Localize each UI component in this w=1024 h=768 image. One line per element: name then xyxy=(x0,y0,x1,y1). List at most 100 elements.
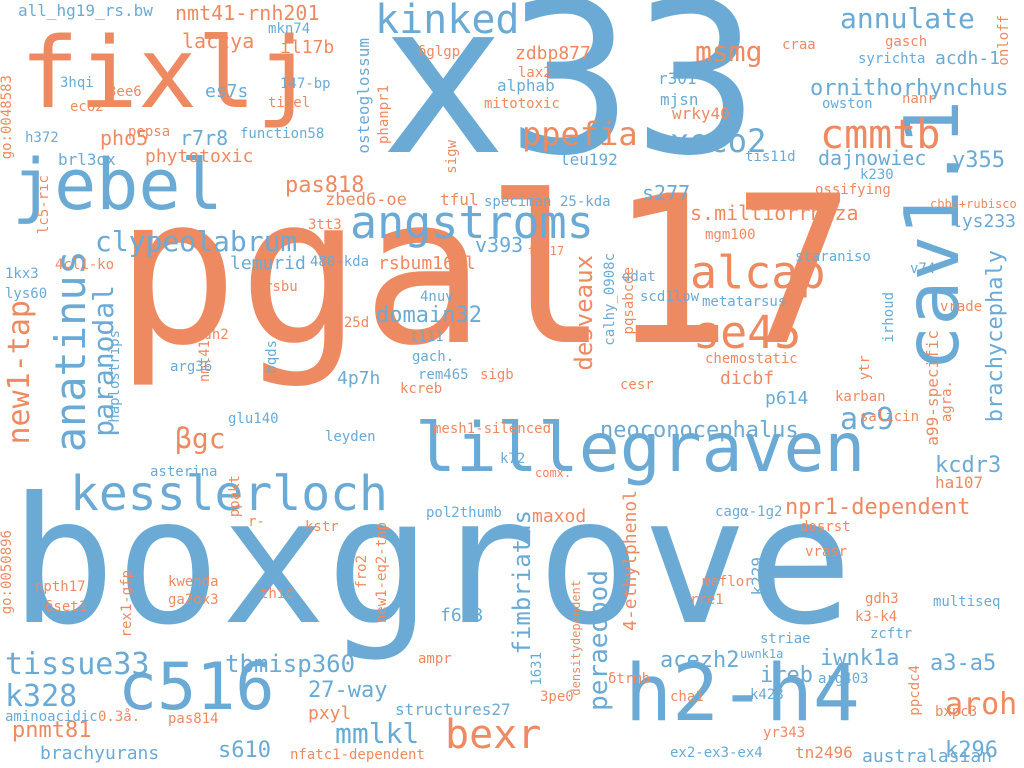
cloud-word: desveaux xyxy=(570,255,598,371)
cloud-word: npr1-dependent xyxy=(785,495,971,520)
cloud-word: zdbp877 xyxy=(515,43,591,64)
cloud-word: c516 xyxy=(118,650,275,725)
cloud-word: lys233 xyxy=(951,211,1017,232)
cloud-word: ga2ox3 xyxy=(168,592,219,608)
cloud-word: onloff xyxy=(996,15,1012,66)
cloud-word: fro2 xyxy=(354,555,370,589)
cloud-word: angstroms xyxy=(350,196,594,249)
cloud-word: phanpr1 xyxy=(376,85,392,145)
cloud-word: boxgrove xyxy=(10,461,853,664)
cloud-word: arg36 xyxy=(170,359,213,375)
cloud-word: aroh xyxy=(945,687,1018,722)
cloud-word: 3pe0 xyxy=(540,689,574,705)
cloud-word: p614 xyxy=(765,388,809,409)
cloud-word: pqsabcde xyxy=(621,267,637,335)
cloud-word: ppcdc4 xyxy=(907,665,923,716)
cloud-word: clypeolabrum xyxy=(95,225,298,258)
cloud-word: salicin xyxy=(860,409,920,425)
cloud-word: s610 xyxy=(218,738,271,763)
cloud-word: arg403 xyxy=(818,671,869,687)
cloud-word: pol2thumb xyxy=(426,505,502,521)
cloud-word: lys60 xyxy=(5,286,48,302)
cloud-word: kesslerloch xyxy=(70,466,388,522)
cloud-word: structures27 xyxy=(395,700,511,719)
cloud-word: dicbf xyxy=(720,368,775,389)
cloud-word: v393 xyxy=(475,233,524,257)
cloud-word: mjsn xyxy=(660,90,699,109)
cloud-word: r7r8 xyxy=(180,126,229,150)
cloud-word: npth17 xyxy=(35,579,86,595)
cloud-word: tissue33 xyxy=(5,647,150,682)
cloud-word: densitydependent xyxy=(569,580,583,696)
cloud-word: h372 xyxy=(25,130,59,146)
cloud-word: ha107 xyxy=(935,473,984,492)
cloud-word: dajnowiec xyxy=(818,146,927,170)
cloud-word: ddat xyxy=(622,269,656,285)
cloud-word: brachycephaly xyxy=(983,250,1008,423)
cloud-word: 4cl1-ko xyxy=(55,257,115,273)
cloud-word: kcdr3 xyxy=(935,453,1002,478)
cloud-word: a3-a5 xyxy=(930,651,997,676)
cloud-word: nmt41-rnh201 xyxy=(175,1,320,25)
cloud-word: il17b xyxy=(280,37,335,58)
cloud-word: se45 xyxy=(693,306,802,359)
cloud-word: rex1-gfp xyxy=(119,570,135,638)
cloud-word: phytotoxic xyxy=(145,146,254,167)
cloud-word: osteoglossum xyxy=(354,38,373,154)
cloud-word: uwnk1a xyxy=(740,647,784,661)
cloud-word: peraeopod xyxy=(584,570,614,711)
cloud-word: δtrmb xyxy=(608,671,651,687)
cloud-word: titel xyxy=(268,95,311,111)
cloud-word: lemurid xyxy=(230,253,306,274)
cloud-word: staraniso xyxy=(795,249,871,265)
cloud-word: s277 xyxy=(642,181,691,205)
cloud-word: anatinus xyxy=(46,250,95,453)
cloud-word: cha1 xyxy=(670,689,704,705)
cloud-word: 3hqi xyxy=(60,75,94,91)
cloud-word: aminoacidic xyxy=(5,709,98,725)
cloud-word: sigb xyxy=(480,367,514,383)
cloud-word: ac9 xyxy=(840,402,895,437)
cloud-word: 1kx3 xyxy=(5,266,39,282)
cloud-word: t111 xyxy=(410,329,444,345)
cloud-word: syrichta xyxy=(858,51,926,67)
cloud-word: lc5-ric xyxy=(36,175,52,235)
cloud-word: domain32 xyxy=(376,303,482,328)
cloud-word: go:0050896 xyxy=(0,530,15,615)
cloud-word: v74 xyxy=(910,261,936,277)
cloud-word: msmg xyxy=(695,35,763,68)
cloud-word: jebel xyxy=(12,144,223,226)
cloud-word: ex2-ex3-ex4 xyxy=(670,745,763,761)
cloud-word: fixlj xyxy=(20,17,316,131)
cloud-word: 4-ethylphenol xyxy=(620,490,641,631)
cloud-word: 0.3å. xyxy=(98,709,141,725)
cloud-word: irhoud xyxy=(881,292,897,343)
cloud-word: r- xyxy=(248,514,265,530)
cloud-word: ossifying xyxy=(815,182,891,198)
cloud-word: pepsa xyxy=(128,124,171,140)
cloud-word: δglgp xyxy=(418,44,461,60)
cloud-word: cbbp+rubisco xyxy=(930,197,1017,211)
cloud-word: kwenda xyxy=(168,574,219,590)
cloud-word: 1,25d xyxy=(327,315,370,331)
cloud-word: neoconocephalus xyxy=(600,418,799,443)
cloud-word: tful xyxy=(440,190,479,209)
cloud-word: cesr xyxy=(620,377,654,393)
cloud-word: th-17 xyxy=(528,244,565,258)
cloud-word: ornithorhynchus xyxy=(810,76,1009,101)
cloud-word: metatarsus xyxy=(702,294,787,310)
cloud-word: 3tt3 xyxy=(308,217,342,233)
cloud-word: 4nuv xyxy=(420,289,454,305)
cloud-word: go:0048583 xyxy=(0,75,15,160)
cloud-word: alcap xyxy=(690,246,826,299)
cloud-word: maxod xyxy=(532,506,587,527)
cloud-word: cagα-1g2 xyxy=(715,504,783,520)
cloud-word: 25-kda xyxy=(560,194,611,210)
cloud-word: ppefia xyxy=(522,115,638,153)
cloud-word: pxyl xyxy=(308,703,352,724)
cloud-word: h2-h4 xyxy=(625,649,860,739)
cloud-word: asterina xyxy=(150,464,218,480)
cloud-word: k428 xyxy=(750,687,784,703)
cloud-word: pas818 xyxy=(285,173,365,198)
